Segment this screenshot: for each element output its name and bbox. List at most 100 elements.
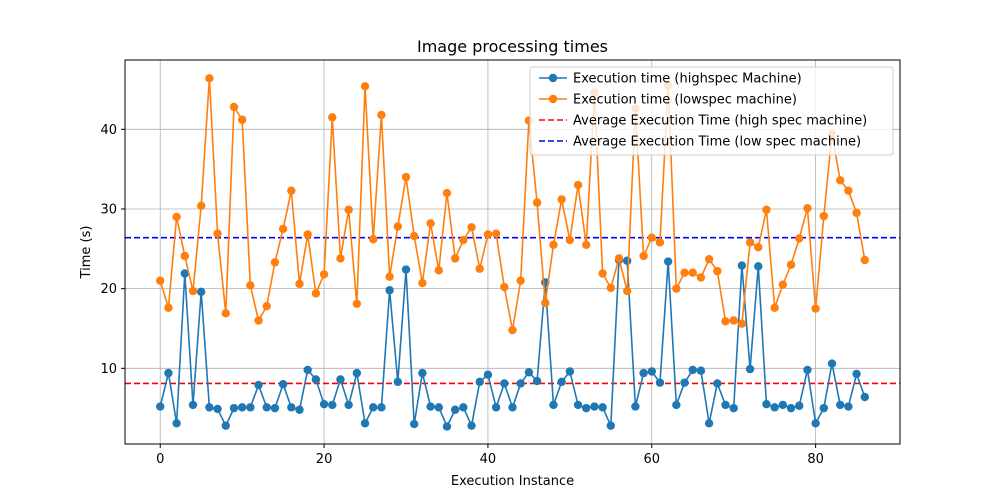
data-point [639,251,648,261]
data-point [582,403,591,413]
data-point [450,254,460,263]
data-point [729,403,738,413]
data-point [680,378,689,387]
data-point [598,403,607,412]
data-point [541,298,550,308]
data-point [336,375,345,384]
data-point [278,380,288,389]
data-point [811,304,820,313]
x-tick-label: 80 [807,452,824,467]
data-point [196,287,206,297]
data-point [188,400,198,410]
data-point [254,316,263,325]
data-point [385,286,394,295]
data-point [303,230,312,239]
data-point [680,268,689,277]
data-point [295,279,304,289]
data-point [827,359,837,368]
data-point [770,403,779,412]
data-point [795,234,804,243]
data-point [500,282,509,292]
data-point [795,401,804,410]
data-point [622,286,632,296]
data-point [819,403,829,413]
data-point [229,403,239,413]
data-point [778,400,788,410]
data-point [344,205,353,214]
data-point [262,403,271,412]
data-point [262,301,271,311]
data-point [229,102,239,112]
data-point [287,186,296,195]
data-point [352,299,362,308]
data-point [786,260,796,269]
data-point [688,268,697,277]
y-tick-label: 20 [100,282,117,297]
data-point [434,403,443,412]
data-point [565,367,575,376]
data-point [467,421,476,430]
data-point [401,265,411,274]
legend-item: Average Execution Time (low spec machine… [539,135,861,150]
data-point [172,212,181,222]
data-point [180,251,189,261]
data-point [401,172,411,182]
data-point [491,229,501,238]
data-point [475,377,484,387]
data-point [655,238,665,247]
data-point [770,303,779,312]
data-point [836,176,845,185]
data-point [704,254,714,264]
data-point [360,82,370,91]
data-point [745,238,755,247]
data-point [721,400,730,410]
data-point [377,403,386,412]
data-point [237,403,247,412]
data-point [426,219,435,228]
data-point [221,421,230,430]
data-point [393,377,403,387]
data-point [442,188,452,198]
data-point [606,421,616,430]
legend-label: Execution time (lowspec machine) [573,93,797,108]
data-point [811,419,820,428]
data-point [221,309,230,318]
data-point [672,284,681,293]
data-point [663,257,673,266]
data-point [360,419,370,428]
data-point [237,115,247,124]
data-point [500,379,509,388]
data-point [754,262,763,271]
data-point [549,400,558,410]
legend-item: Execution time (highspec Machine) [539,72,802,87]
data-point [205,74,214,83]
data-point [737,319,747,328]
average-lines [125,236,900,385]
data-point [491,403,501,412]
x-tick-label: 60 [643,452,660,467]
data-point [745,364,755,374]
data-point [508,325,517,335]
data-point [311,289,321,298]
data-point [860,255,869,265]
data-point [532,198,542,207]
data-point [573,180,583,190]
legend-label: Execution time (highspec Machine) [573,72,802,87]
x-tick-label: 40 [480,452,497,467]
data-point [426,402,435,411]
data-point [713,266,722,276]
series-1 [156,74,869,335]
data-point [704,419,714,428]
data-point [385,272,394,281]
data-point [393,222,403,231]
series-lines [156,74,869,431]
legend-item: Average Execution Time (high spec machin… [539,114,867,129]
data-point [287,403,296,412]
data-point [819,211,829,221]
y-axis-label: Time (s) [79,226,94,280]
data-point [573,400,583,410]
data-point [516,379,525,388]
data-point [344,400,353,410]
